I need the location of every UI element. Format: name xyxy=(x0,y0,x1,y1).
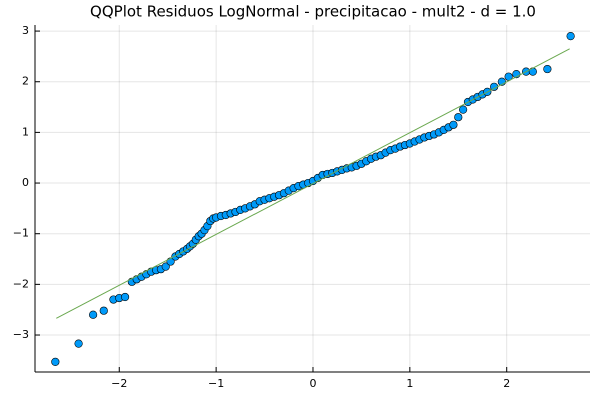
y-tick-label: 2 xyxy=(22,75,29,88)
x-tick-label: −2 xyxy=(111,377,127,390)
point xyxy=(566,32,575,41)
point xyxy=(120,292,130,302)
y-tick-label: 0 xyxy=(22,176,29,189)
x-tick-label: −1 xyxy=(208,377,224,390)
point xyxy=(99,306,108,315)
point xyxy=(51,357,60,366)
point xyxy=(459,105,468,114)
point xyxy=(89,310,98,319)
point xyxy=(454,113,463,122)
point xyxy=(449,120,458,129)
chart-title: QQPlot Residuos LogNormal - precipitacao… xyxy=(90,3,536,21)
y-tick-label: 1 xyxy=(22,125,29,138)
y-tick-label: −1 xyxy=(13,227,29,240)
y-tick-label: 3 xyxy=(22,24,29,37)
point xyxy=(528,67,537,76)
y-tick-label: −3 xyxy=(13,328,29,341)
point xyxy=(74,339,83,348)
point xyxy=(543,64,552,74)
reference-line xyxy=(56,48,570,319)
y-tick-label: −2 xyxy=(13,277,29,290)
point xyxy=(161,262,170,271)
x-tick-label: 0 xyxy=(309,377,316,390)
x-tick-label: 1 xyxy=(406,377,413,390)
x-tick-label: 2 xyxy=(503,377,510,390)
